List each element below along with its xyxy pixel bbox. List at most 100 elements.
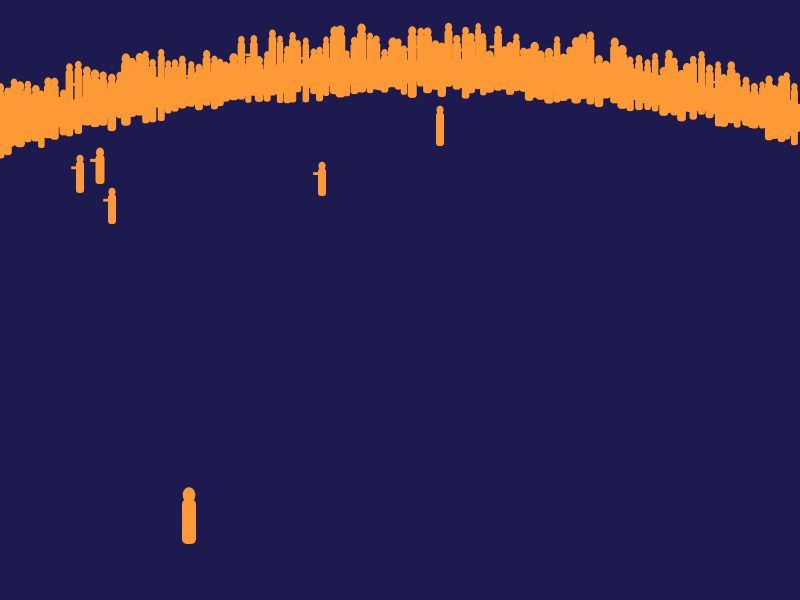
person-head bbox=[765, 75, 773, 85]
person-body bbox=[76, 161, 84, 193]
person-body bbox=[601, 68, 611, 99]
person-head bbox=[530, 41, 540, 53]
person-body bbox=[559, 60, 568, 101]
person-head bbox=[15, 81, 25, 92]
person-head bbox=[31, 84, 40, 95]
person-body bbox=[302, 43, 310, 103]
person-body bbox=[400, 50, 408, 95]
person-head bbox=[578, 33, 587, 44]
person-arm bbox=[34, 107, 40, 111]
person-body bbox=[759, 86, 766, 129]
person-head bbox=[682, 62, 692, 73]
person-head bbox=[595, 54, 603, 65]
person-arm bbox=[457, 48, 464, 52]
person-head bbox=[475, 22, 481, 30]
person-head bbox=[705, 64, 714, 74]
person-head bbox=[431, 40, 440, 51]
person-arm bbox=[729, 89, 736, 92]
person-body bbox=[535, 58, 546, 100]
person-head bbox=[617, 44, 627, 56]
person-arm bbox=[489, 45, 496, 49]
person-head bbox=[38, 90, 45, 98]
person-head bbox=[343, 50, 350, 58]
person-head bbox=[367, 32, 373, 40]
person-body bbox=[237, 42, 246, 100]
person-arm bbox=[764, 101, 772, 105]
person-head bbox=[408, 26, 417, 37]
person-arm bbox=[447, 51, 455, 55]
person-body bbox=[436, 112, 444, 146]
person-head bbox=[0, 82, 5, 93]
person-arm bbox=[412, 45, 419, 49]
person-body bbox=[182, 499, 196, 544]
person-body bbox=[505, 48, 515, 95]
person-head bbox=[544, 47, 554, 59]
person-body bbox=[372, 42, 381, 90]
person-head bbox=[462, 26, 469, 35]
person-head bbox=[318, 161, 326, 171]
person-head bbox=[336, 25, 345, 37]
person-arm bbox=[390, 54, 397, 57]
person-head bbox=[513, 33, 520, 42]
person-arm bbox=[90, 158, 98, 162]
person-arm bbox=[70, 83, 77, 86]
person-head bbox=[357, 23, 366, 35]
person-head bbox=[395, 38, 402, 47]
person-head bbox=[635, 54, 643, 64]
person-head bbox=[759, 81, 765, 89]
person-body bbox=[245, 61, 252, 103]
person-head bbox=[10, 78, 18, 87]
person-head bbox=[381, 48, 388, 58]
person-body bbox=[107, 80, 117, 132]
person-body bbox=[727, 68, 736, 124]
person-head bbox=[289, 32, 296, 40]
person-head bbox=[719, 74, 728, 84]
person-body bbox=[164, 65, 172, 114]
person-body bbox=[544, 55, 554, 104]
person-body bbox=[750, 89, 759, 129]
person-body bbox=[475, 28, 482, 90]
person-body bbox=[626, 62, 634, 112]
person-body bbox=[651, 58, 659, 112]
person-arm bbox=[45, 96, 53, 100]
person-head bbox=[417, 27, 425, 36]
person-body bbox=[670, 63, 679, 116]
person-head bbox=[467, 32, 475, 42]
person-body bbox=[719, 81, 729, 127]
person-body bbox=[157, 54, 165, 122]
person-head bbox=[506, 41, 514, 51]
person-body bbox=[254, 63, 264, 102]
person-head bbox=[178, 55, 186, 65]
person-body bbox=[148, 65, 157, 123]
person-head bbox=[24, 80, 32, 89]
person-arm bbox=[102, 91, 110, 95]
person-body bbox=[171, 65, 179, 112]
person-body bbox=[423, 34, 432, 94]
person-arm bbox=[476, 51, 482, 55]
person-head bbox=[610, 37, 619, 48]
person-body bbox=[24, 86, 32, 143]
person-body bbox=[444, 29, 453, 87]
person-head bbox=[229, 53, 239, 65]
person-arm bbox=[279, 63, 286, 66]
person-body bbox=[689, 62, 697, 120]
person-body bbox=[315, 52, 324, 102]
person-body bbox=[484, 58, 495, 93]
person-head bbox=[211, 55, 218, 64]
person-body bbox=[283, 51, 291, 104]
person-arm bbox=[432, 59, 440, 63]
person-head bbox=[255, 55, 263, 66]
person-arm bbox=[589, 70, 597, 74]
person-body bbox=[577, 41, 588, 100]
person-arm bbox=[666, 75, 673, 78]
person-body bbox=[74, 67, 83, 135]
person-arm bbox=[755, 95, 761, 98]
person-head bbox=[437, 42, 446, 52]
person-head bbox=[750, 82, 759, 92]
person-head bbox=[436, 105, 444, 115]
person-arm bbox=[572, 53, 580, 57]
person-body bbox=[343, 55, 351, 97]
person-head bbox=[188, 61, 195, 69]
